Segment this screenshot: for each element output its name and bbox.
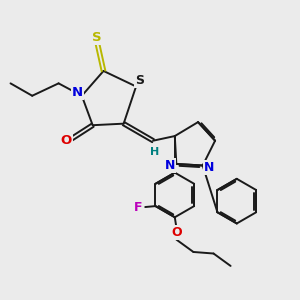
Text: F: F: [134, 201, 143, 214]
Text: O: O: [61, 134, 72, 147]
Text: O: O: [171, 226, 182, 239]
Text: H: H: [150, 146, 159, 157]
Text: N: N: [72, 86, 83, 99]
Text: S: S: [135, 74, 144, 87]
Text: N: N: [204, 160, 214, 173]
Text: N: N: [165, 159, 175, 172]
Text: S: S: [92, 31, 102, 44]
